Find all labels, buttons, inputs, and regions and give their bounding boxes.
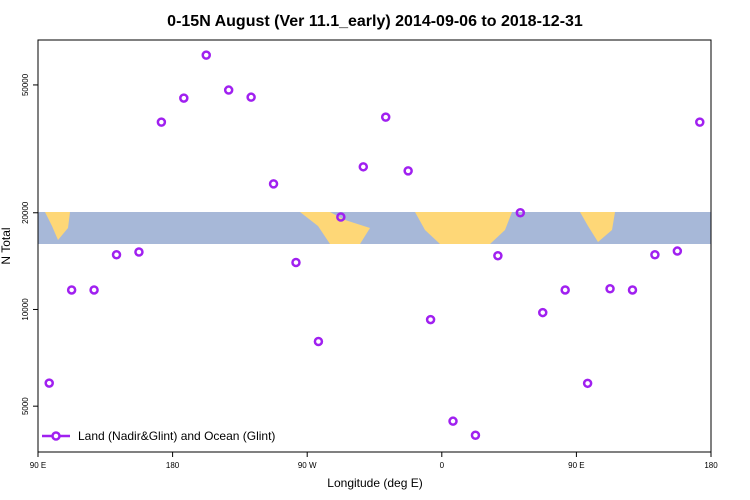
point [291,257,301,268]
point [313,336,324,347]
y-tick-label: 20000 [21,201,30,224]
x-tick-label: 180 [704,461,718,470]
point [560,285,570,295]
point [223,85,234,95]
x-tick-label: 180 [166,461,180,470]
point [134,247,144,257]
x-tick-label: 90 E [30,461,46,470]
y-tick-label: 10000 [21,298,30,321]
point [538,307,548,318]
point [695,117,705,127]
point [672,246,683,256]
chart-title: 0-15N August (Ver 11.1_early) 2014-09-06… [167,13,583,30]
point [605,284,615,294]
plot-frame [37,39,712,453]
point [470,430,481,440]
point [515,208,526,218]
y-tick-label: 5000 [21,397,30,415]
y-axis-label: N Total [0,227,13,264]
point [448,416,458,426]
point [89,285,99,295]
x-axis-label: Longitude (deg E) [327,476,422,490]
point [403,166,413,176]
point [650,250,660,260]
x-tick-label: 90 E [568,461,584,470]
point [336,212,346,222]
point [358,162,369,172]
x-tick-label: 0 [440,461,445,470]
legend-label: Land (Nadir&Glint) and Ocean (Glint) [78,429,275,443]
point [156,117,167,127]
point [201,50,211,60]
x-tick-label: 90 W [298,461,317,470]
point [179,93,189,103]
point [246,92,256,102]
point [582,378,593,389]
map-band [38,212,711,244]
legend-marker [51,431,61,441]
point [380,112,391,122]
point [425,314,436,325]
point [66,285,77,295]
point [111,250,122,260]
point [627,285,638,295]
point [268,179,279,189]
point [44,378,54,388]
point [493,250,503,261]
y-tick-label: 50000 [21,73,30,96]
